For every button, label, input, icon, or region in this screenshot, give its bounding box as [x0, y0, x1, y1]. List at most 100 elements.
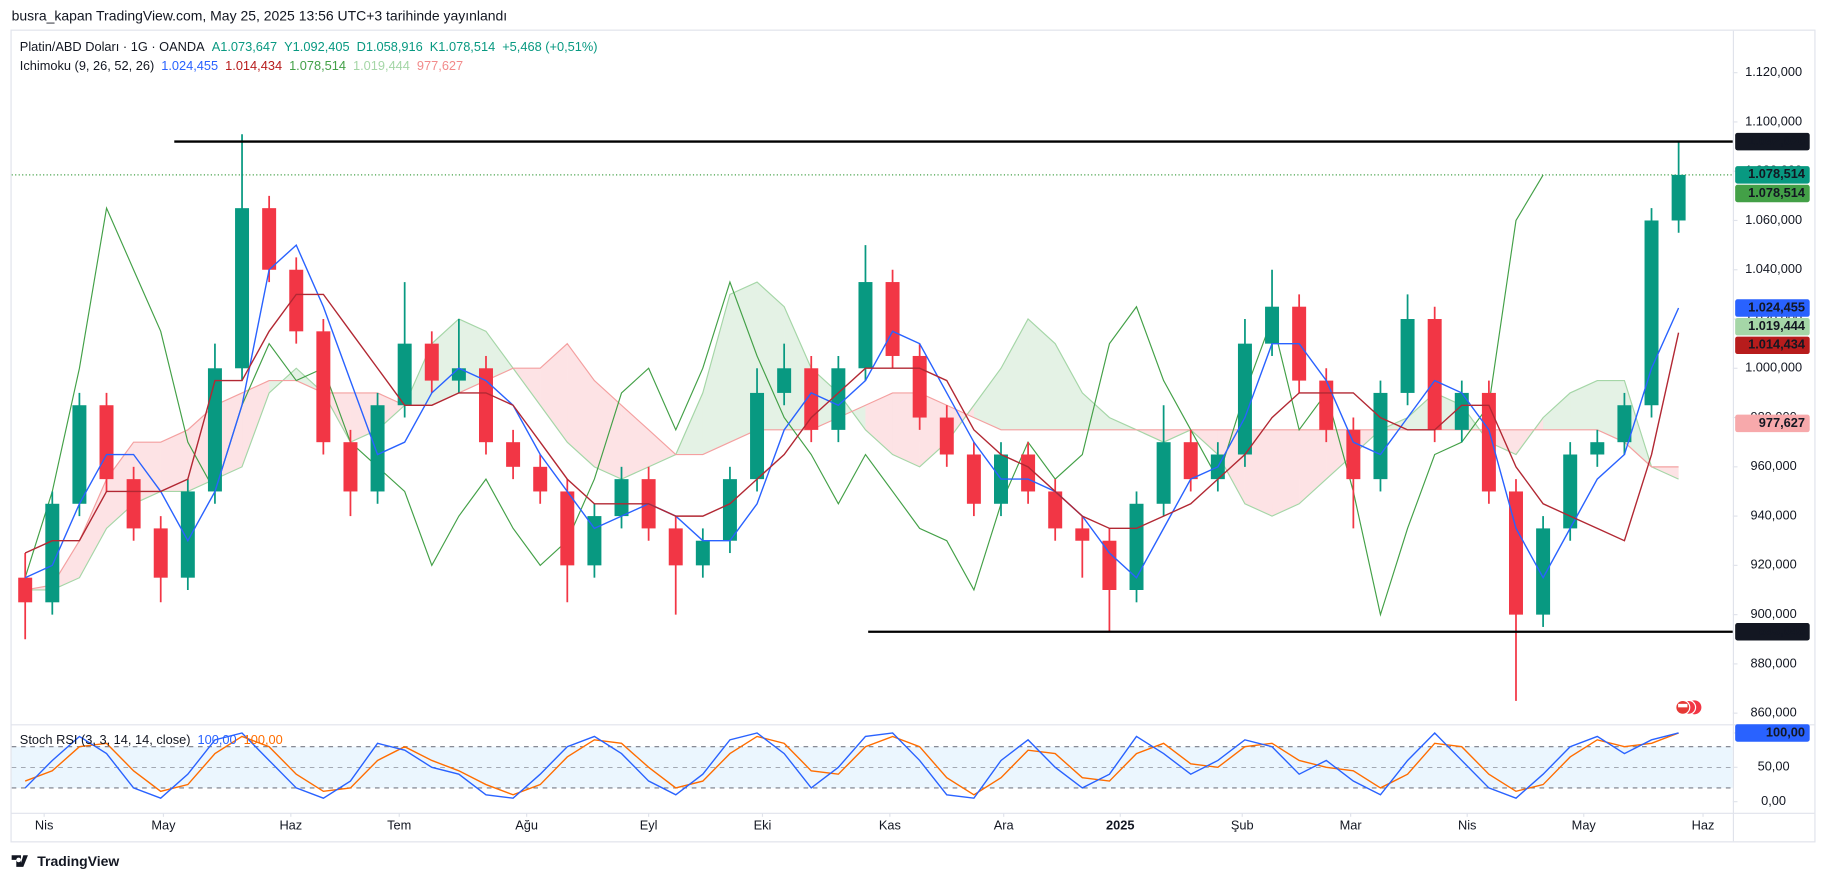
x-tick-label: Nis	[1458, 818, 1476, 833]
candle-body	[1563, 454, 1578, 529]
y-tick-label: 900,000	[1750, 606, 1796, 621]
candle-body	[1102, 540, 1117, 590]
stoch-name: Stoch RSI (3, 3, 14, 14, close)	[20, 732, 191, 747]
candle-body	[370, 405, 385, 492]
candle-body	[1644, 220, 1659, 406]
candle-body	[126, 479, 141, 529]
candle-body	[1129, 503, 1144, 590]
brand: TradingView	[37, 853, 119, 869]
cloud	[1570, 380, 1598, 430]
stoch-d-value: 100,00	[244, 732, 283, 747]
y-tick-label: 960,000	[1750, 458, 1796, 473]
candle-body	[1319, 380, 1334, 430]
stoch-tick-label: 0,00	[1761, 793, 1786, 808]
candle-body	[1454, 392, 1469, 430]
cloud	[1082, 392, 1110, 430]
frame	[10, 29, 1816, 843]
y-tick-label: 880,000	[1750, 655, 1796, 670]
candle-body	[18, 577, 33, 603]
x-tick-label: Haz	[1692, 818, 1715, 833]
cloud	[160, 429, 188, 492]
cloud	[431, 319, 459, 406]
price-label: 1.078,514	[1748, 185, 1806, 200]
candle-body	[397, 343, 412, 406]
candle-body	[1265, 306, 1280, 344]
candle-body	[479, 368, 493, 443]
cloud	[702, 294, 730, 455]
candle-body	[153, 528, 168, 578]
candle-body	[99, 405, 114, 480]
candle-body	[614, 479, 629, 517]
indicator-name: Ichimoku (9, 26, 52, 26)	[20, 58, 154, 73]
price-label: 977,627	[1759, 415, 1805, 430]
y-tick-label: 860,000	[1750, 705, 1796, 720]
cloud	[621, 405, 649, 480]
price-label-box	[1735, 132, 1810, 151]
candle-body	[1671, 174, 1686, 221]
price-label-box	[1735, 317, 1810, 336]
ohlc-value: +5,468 (+0,51%)	[502, 40, 597, 55]
cloud	[1136, 429, 1164, 443]
candle-body	[316, 331, 331, 443]
candle-body	[235, 208, 250, 369]
y-tick-label: 1.060,000	[1745, 212, 1802, 227]
cloud	[1028, 319, 1056, 430]
candle-body	[1237, 343, 1252, 455]
span-b	[25, 342, 1679, 591]
cloud	[242, 380, 270, 467]
candle-body	[506, 442, 521, 467]
candle-body	[1617, 405, 1632, 443]
x-tick-label: Tem	[387, 818, 411, 833]
x-tick-label: May	[1572, 818, 1597, 833]
x-tick-label: Eki	[754, 818, 772, 833]
x-tick-label: Mar	[1340, 818, 1363, 833]
cloud	[567, 343, 595, 467]
price-label-box	[1735, 336, 1810, 355]
candle-body	[180, 491, 195, 578]
x-tick-label: Ara	[994, 818, 1015, 833]
candle-body	[885, 282, 900, 356]
price-label-box	[1735, 184, 1810, 203]
ohlc-value: Y1.092,405	[284, 40, 349, 55]
lagging-span	[24, 174, 1544, 617]
candle-body	[1509, 491, 1523, 615]
candle-body	[45, 503, 60, 603]
stoch-k-label: 100,00	[1766, 724, 1805, 739]
cloud	[1272, 429, 1300, 517]
candle-body	[1156, 442, 1171, 504]
candle-body	[207, 368, 222, 492]
cloud	[594, 380, 622, 480]
y-tick-label: 1.040,000	[1745, 261, 1802, 276]
x-tick-label: Haz	[279, 818, 302, 833]
candle-body	[1536, 528, 1551, 615]
cloud	[865, 392, 893, 455]
kijun	[24, 293, 1680, 554]
y-tick-label: 1.000,000	[1745, 360, 1802, 375]
price-label: 1.014,434	[1748, 337, 1806, 352]
candle-body	[912, 355, 927, 418]
header: busra_kapan TradingView.com, May 25, 202…	[12, 7, 508, 23]
x-tick-label: Nis	[35, 818, 53, 833]
stoch-k-value: 100,00	[198, 732, 237, 747]
price-label-box	[1735, 299, 1810, 317]
y-tick-label: 1.120,000	[1745, 64, 1802, 79]
indicator-legend: Ichimoku (9, 26, 52, 26) 1.024,455 1.014,4…	[20, 58, 463, 73]
candle-body	[343, 442, 358, 492]
symbol: Platin/ABD Doları · 1G · OANDA	[20, 40, 205, 55]
candle-body	[831, 368, 846, 430]
indicator-value: 1.019,444	[353, 58, 410, 73]
ohlc-value: D1.058,916	[357, 40, 423, 55]
candle-body	[1400, 319, 1415, 393]
axes: 860,000 880,000 900,000 920,000 940,000 960,0…	[35, 64, 1810, 833]
indicator-value: 977,627	[417, 58, 463, 73]
stoch-k-label-box	[1735, 724, 1810, 742]
y-tick-label: 1.100,000	[1745, 113, 1802, 128]
x-tick-label: May	[151, 818, 176, 833]
price-label-box	[1735, 166, 1810, 184]
candle-body	[533, 466, 548, 492]
price-label: 1.019,444	[1748, 318, 1806, 333]
candle-body	[424, 343, 439, 381]
cloud	[1000, 319, 1029, 430]
indicator-value: 1.024,455	[161, 58, 218, 73]
